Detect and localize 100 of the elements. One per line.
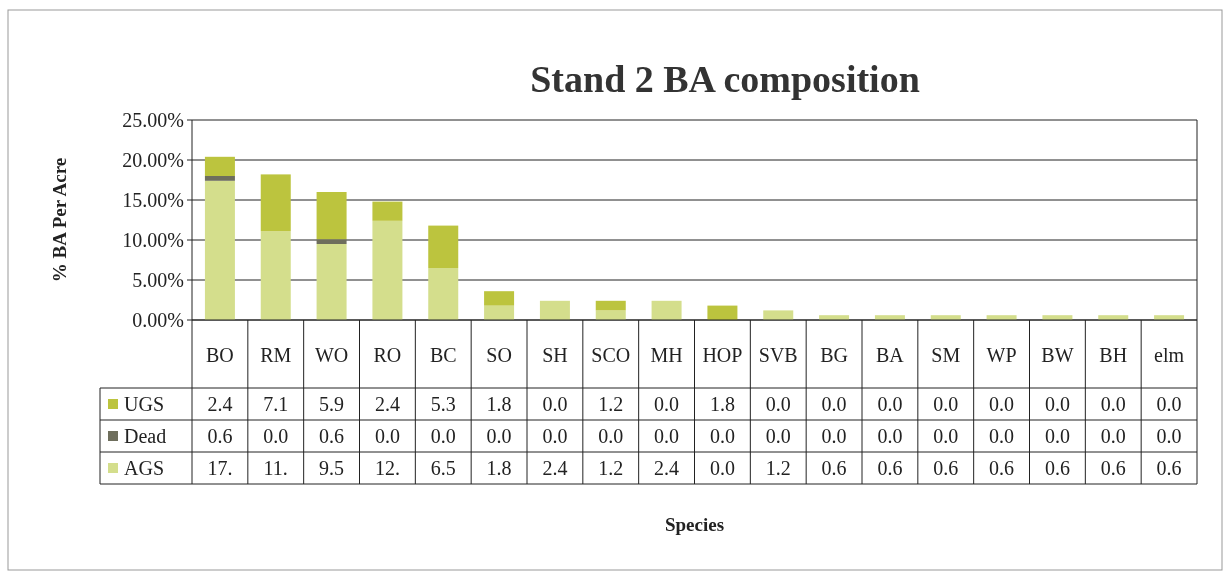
bar	[260, 231, 291, 320]
x-tick-label: SO	[486, 344, 512, 366]
bar	[651, 300, 682, 320]
data-label: 0.0	[989, 425, 1015, 447]
data-label: 9.5	[319, 457, 345, 479]
data-label: 0.0	[542, 393, 568, 415]
bar	[539, 300, 570, 320]
y-tick-label: 0.00%	[132, 309, 184, 331]
data-label: 0.0	[598, 425, 624, 447]
x-tick-label: SVB	[758, 344, 798, 366]
y-tick-label: 10.00%	[122, 229, 184, 251]
bar	[707, 305, 738, 320]
data-label: 1.2	[598, 457, 624, 479]
data-label: 0.0	[1156, 393, 1182, 415]
y-tick-label: 25.00%	[122, 109, 184, 131]
bar	[372, 201, 403, 221]
bar	[595, 310, 626, 320]
data-label: 0.0	[1156, 425, 1182, 447]
x-tick-label: BG	[820, 344, 848, 366]
x-tick-label: BW	[1041, 344, 1074, 366]
x-tick-label: SCO	[591, 344, 631, 366]
bar	[763, 310, 794, 320]
data-label: 0.0	[263, 425, 289, 447]
data-label: 0.6	[207, 425, 233, 447]
y-tick-label: 15.00%	[122, 189, 184, 211]
legend-label: AGS	[124, 457, 165, 479]
bar	[316, 192, 347, 240]
data-label: 12.	[374, 457, 400, 479]
data-label: 0.0	[877, 425, 903, 447]
x-tick-label: WO	[314, 344, 349, 366]
data-label: 2.4	[207, 393, 233, 415]
bar	[316, 239, 347, 244]
data-label: 0.0	[1100, 393, 1126, 415]
data-label: 0.0	[709, 457, 735, 479]
x-tick-label: MH	[650, 344, 683, 366]
x-tick-label: BC	[429, 344, 457, 366]
data-label: 2.4	[542, 457, 568, 479]
data-label: 0.0	[430, 425, 456, 447]
y-tick-label: 5.00%	[132, 269, 184, 291]
x-tick-label: RO	[373, 344, 402, 366]
data-label: 0.0	[374, 425, 400, 447]
data-label: 0.0	[1100, 425, 1126, 447]
data-label: 0.0	[654, 425, 680, 447]
data-label: 5.9	[319, 393, 345, 415]
data-label: 1.8	[709, 393, 735, 415]
legend-label: Dead	[124, 425, 167, 447]
x-tick-label: SM	[931, 344, 961, 366]
data-label: 11.	[263, 457, 288, 479]
data-label: 0.6	[821, 457, 847, 479]
data-label: 0.0	[1044, 425, 1070, 447]
data-label: 0.0	[765, 393, 791, 415]
y-tick-label: 20.00%	[122, 149, 184, 171]
data-label: 0.0	[877, 393, 903, 415]
data-label: 1.8	[486, 393, 512, 415]
x-tick-label: RM	[260, 344, 292, 366]
x-tick-label: elm	[1154, 344, 1185, 366]
data-label: 1.8	[486, 457, 512, 479]
data-label: 17.	[207, 457, 233, 479]
data-label: 1.2	[598, 393, 624, 415]
bar	[204, 180, 235, 320]
data-label: 0.6	[1156, 457, 1182, 479]
bar	[484, 291, 515, 306]
data-label: 2.4	[654, 457, 680, 479]
data-label: 6.5	[430, 457, 456, 479]
data-label: 0.0	[542, 425, 568, 447]
data-label: 0.6	[1044, 457, 1070, 479]
bar	[372, 220, 403, 320]
y-axis-title: % BA Per Acre	[49, 157, 70, 283]
data-label: 0.0	[933, 425, 959, 447]
data-label: 0.0	[821, 393, 847, 415]
data-label: 0.0	[654, 393, 680, 415]
bar	[316, 244, 347, 320]
data-label: 7.1	[263, 393, 289, 415]
bar	[595, 300, 626, 311]
data-label: 0.0	[1044, 393, 1070, 415]
data-label: 5.3	[430, 393, 456, 415]
bar	[204, 176, 235, 181]
x-tick-label: BA	[876, 344, 905, 366]
data-label: 0.6	[1100, 457, 1126, 479]
bar	[428, 268, 459, 320]
bar	[484, 305, 515, 320]
bar	[204, 156, 235, 176]
data-label: 0.0	[486, 425, 512, 447]
data-label: 0.0	[989, 393, 1015, 415]
data-label: 0.0	[821, 425, 847, 447]
data-label: 0.6	[877, 457, 903, 479]
data-label: 0.0	[933, 393, 959, 415]
bar	[260, 174, 291, 232]
data-label: 0.6	[989, 457, 1015, 479]
data-label: 0.6	[933, 457, 959, 479]
data-label: 1.2	[765, 457, 791, 479]
data-label: 0.0	[765, 425, 791, 447]
x-tick-label: SH	[542, 344, 568, 366]
bar	[428, 225, 459, 268]
x-tick-label: HOP	[702, 344, 743, 366]
chart-title: Stand 2 BA composition	[530, 58, 920, 100]
data-label: 0.6	[319, 425, 345, 447]
text: Species	[664, 514, 725, 535]
x-tick-label: BH	[1099, 344, 1128, 366]
legend-label: UGS	[124, 393, 165, 415]
